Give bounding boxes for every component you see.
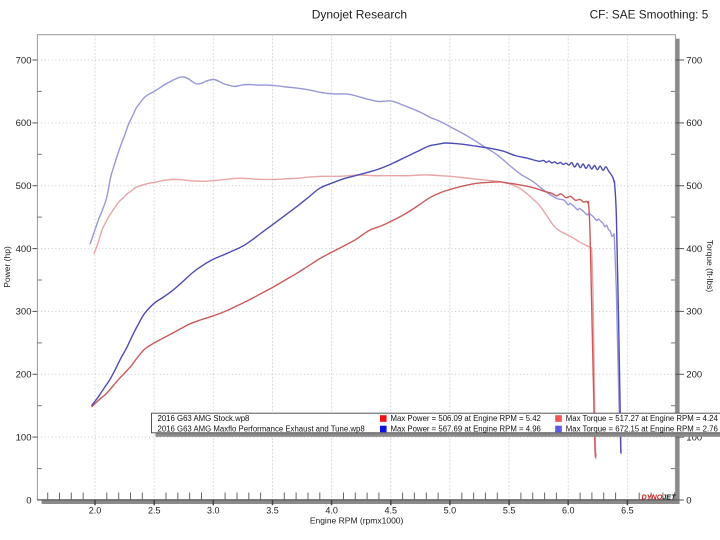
svg-text:Max Torque = 672.15 at Engine: Max Torque = 672.15 at Engine RPM = 2.76 bbox=[566, 424, 718, 433]
svg-text:500: 500 bbox=[686, 181, 702, 192]
svg-text:6.5: 6.5 bbox=[621, 506, 634, 516]
svg-text:Max Power = 567.69 at Engine R: Max Power = 567.69 at Engine RPM = 4.96 bbox=[391, 424, 541, 433]
svg-text:Power (hp): Power (hp) bbox=[2, 246, 12, 288]
svg-text:2016 G63 AMG Stock.wp8: 2016 G63 AMG Stock.wp8 bbox=[158, 414, 250, 423]
svg-text:200: 200 bbox=[16, 370, 32, 381]
svg-text:3.0: 3.0 bbox=[207, 506, 220, 516]
svg-text:3.5: 3.5 bbox=[266, 506, 279, 516]
svg-text:4.0: 4.0 bbox=[325, 506, 338, 516]
svg-text:4.5: 4.5 bbox=[385, 506, 398, 516]
svg-text:300: 300 bbox=[16, 307, 32, 318]
svg-text:600: 600 bbox=[16, 118, 32, 129]
svg-text:100: 100 bbox=[686, 432, 702, 443]
svg-text:0: 0 bbox=[26, 495, 31, 506]
svg-text:400: 400 bbox=[686, 244, 702, 255]
svg-text:700: 700 bbox=[686, 55, 702, 66]
svg-text:5.0: 5.0 bbox=[444, 506, 457, 516]
svg-text:400: 400 bbox=[16, 244, 32, 255]
svg-text:5.5: 5.5 bbox=[503, 506, 516, 516]
svg-text:200: 200 bbox=[686, 370, 702, 381]
svg-text:100: 100 bbox=[16, 432, 32, 443]
svg-text:CF: SAE Smoothing: 5: CF: SAE Smoothing: 5 bbox=[590, 8, 709, 22]
svg-text:2.5: 2.5 bbox=[148, 506, 161, 516]
svg-text:700: 700 bbox=[16, 55, 32, 66]
svg-text:Dynojet Research: Dynojet Research bbox=[312, 8, 407, 22]
svg-text:0: 0 bbox=[686, 495, 691, 506]
svg-text:2016 G63 AMG Maxflo Performanc: 2016 G63 AMG Maxflo Performance Exhaust … bbox=[158, 424, 365, 433]
svg-text:Max Power = 506.09 at Engine R: Max Power = 506.09 at Engine RPM = 5.42 bbox=[391, 414, 541, 423]
svg-text:Max Torque = 517.27 at Engine: Max Torque = 517.27 at Engine RPM = 4.24 bbox=[566, 414, 719, 423]
svg-text:Engine RPM (rpmx1000): Engine RPM (rpmx1000) bbox=[310, 515, 404, 525]
svg-text:Torque (ft-lbs): Torque (ft-lbs) bbox=[705, 240, 715, 293]
svg-text:500: 500 bbox=[16, 181, 32, 192]
svg-text:6.0: 6.0 bbox=[562, 506, 575, 516]
svg-text:2.0: 2.0 bbox=[89, 506, 102, 516]
svg-text:300: 300 bbox=[686, 307, 702, 318]
svg-text:600: 600 bbox=[686, 118, 702, 129]
svg-text:DYNOJET: DYNOJET bbox=[642, 493, 677, 502]
